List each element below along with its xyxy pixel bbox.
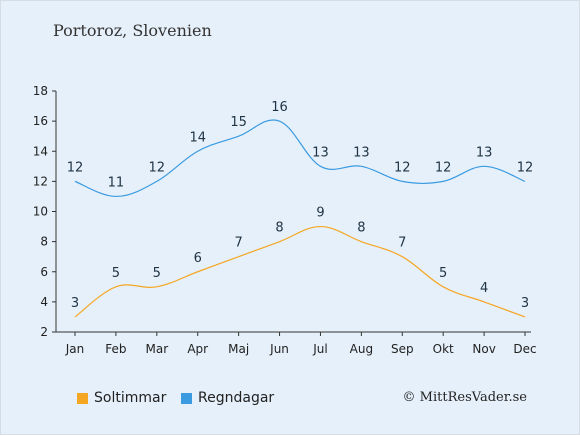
y-tick-label: 2 bbox=[40, 325, 48, 339]
x-tick-label: Okt bbox=[433, 342, 454, 356]
data-label-sun: 3 bbox=[521, 296, 529, 311]
data-label-sun: 3 bbox=[71, 296, 79, 311]
data-label-sun: 8 bbox=[357, 221, 365, 236]
legend-label-sun: Soltimmar bbox=[94, 390, 167, 406]
data-label-sun: 5 bbox=[153, 266, 161, 281]
series-line-sun bbox=[74, 225, 526, 318]
legend-item-sun: Soltimmar bbox=[77, 390, 166, 406]
chart-title: Portoroz, Slovenien bbox=[53, 21, 212, 40]
x-tick-label: Sep bbox=[391, 342, 414, 356]
data-label-rain: 14 bbox=[189, 130, 206, 145]
data-label-rain: 12 bbox=[149, 160, 166, 175]
data-label-rain: 16 bbox=[271, 100, 288, 115]
y-tick-label: 6 bbox=[40, 265, 48, 279]
x-tick-label: Jul bbox=[312, 342, 327, 356]
data-label-rain: 13 bbox=[312, 145, 329, 160]
y-tick-label: 18 bbox=[33, 84, 48, 98]
data-label-sun: 7 bbox=[234, 236, 242, 251]
x-tick-label: Nov bbox=[472, 342, 495, 356]
data-label-sun: 5 bbox=[112, 266, 120, 281]
y-tick-label: 14 bbox=[33, 144, 48, 158]
data-label-sun: 9 bbox=[316, 206, 324, 221]
x-tick-label: Maj bbox=[228, 342, 249, 356]
data-label-sun: 6 bbox=[194, 251, 202, 266]
y-tick-label: 16 bbox=[33, 114, 48, 128]
data-label-rain: 12 bbox=[435, 160, 452, 175]
data-label-sun: 7 bbox=[398, 236, 406, 251]
y-tick-label: 12 bbox=[33, 174, 48, 188]
copyright: © MittResVader.se bbox=[402, 390, 527, 405]
y-tick-label: 4 bbox=[40, 295, 48, 309]
y-tick-label: 10 bbox=[33, 205, 48, 219]
y-tick-label: 8 bbox=[40, 235, 48, 249]
legend-item-rain: Regndagar bbox=[181, 390, 274, 406]
data-label-rain: 11 bbox=[108, 175, 125, 190]
data-label-rain: 12 bbox=[394, 160, 411, 175]
data-label-sun: 4 bbox=[480, 281, 488, 296]
legend-swatch-rain bbox=[181, 392, 192, 404]
legend-label-rain: Regndagar bbox=[198, 390, 275, 406]
data-label-sun: 8 bbox=[275, 221, 283, 236]
data-label-rain: 15 bbox=[230, 115, 247, 130]
data-label-rain: 12 bbox=[67, 160, 84, 175]
x-tick-label: Dec bbox=[513, 342, 536, 356]
series-line-rain bbox=[74, 119, 526, 198]
data-label-rain: 12 bbox=[517, 160, 534, 175]
x-tick-label: Feb bbox=[105, 342, 126, 356]
data-label-rain: 13 bbox=[353, 145, 370, 160]
x-tick-label: Jun bbox=[269, 342, 289, 356]
x-tick-label: Apr bbox=[187, 342, 208, 356]
x-tick-label: Aug bbox=[350, 342, 373, 356]
x-tick-label: Jan bbox=[65, 342, 85, 356]
data-label-rain: 13 bbox=[476, 145, 493, 160]
data-label-sun: 5 bbox=[439, 266, 447, 281]
legend-swatch-sun bbox=[77, 392, 88, 404]
x-tick-label: Mar bbox=[145, 342, 168, 356]
